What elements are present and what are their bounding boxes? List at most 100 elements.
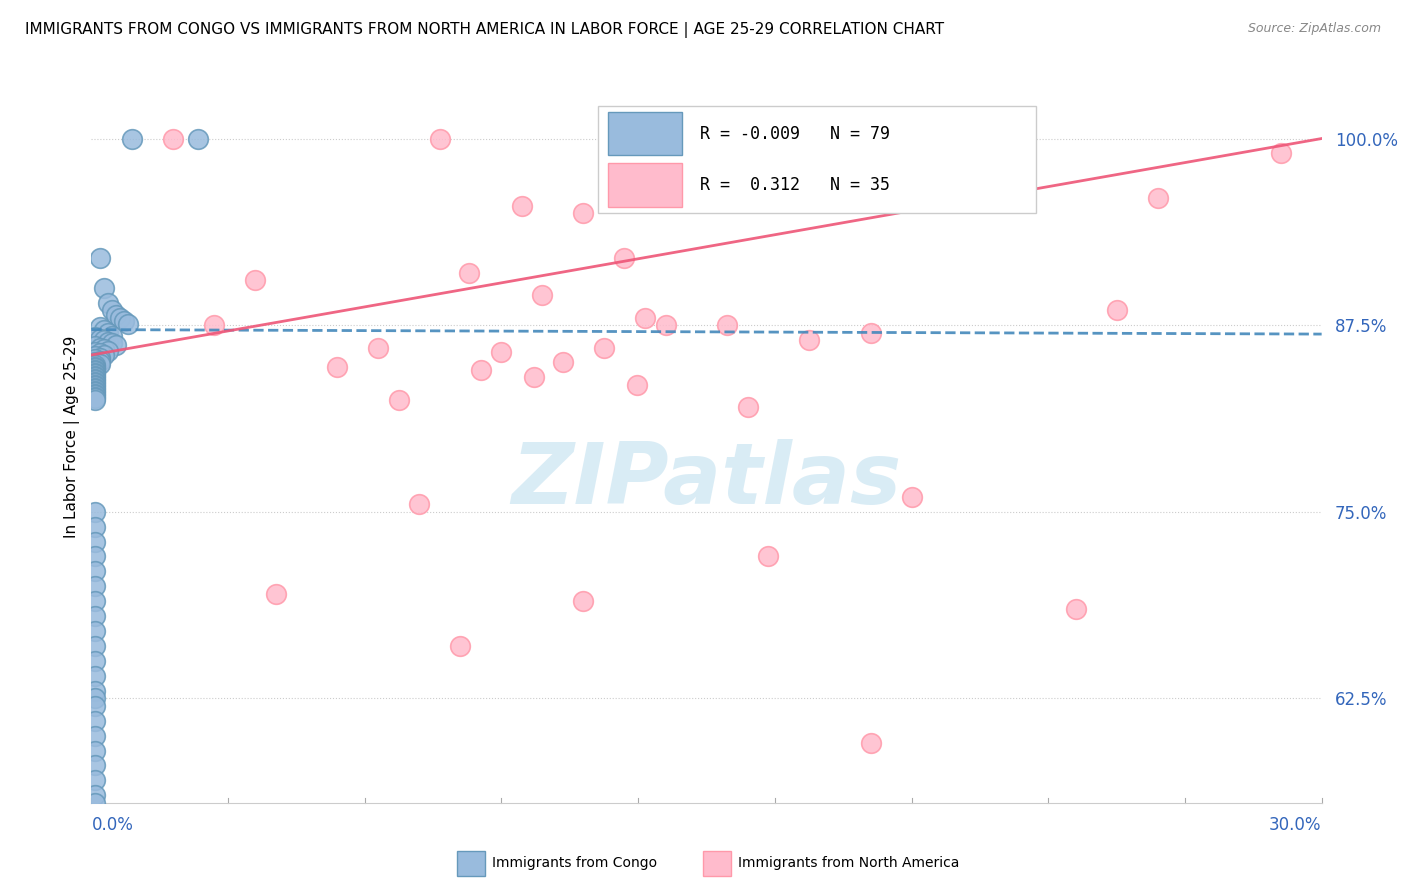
Y-axis label: In Labor Force | Age 25-29: In Labor Force | Age 25-29: [65, 336, 80, 538]
Point: [202, 318, 225, 332]
Point: [84, 388, 107, 402]
Point: [84, 683, 107, 698]
Point: [84, 639, 107, 653]
Point: [84, 368, 107, 382]
Text: 0.0%: 0.0%: [91, 816, 134, 834]
Point: [797, 333, 820, 347]
Point: [93, 348, 115, 362]
Point: [84, 379, 107, 393]
Point: [162, 131, 184, 145]
Point: [84, 384, 107, 398]
Point: [84, 519, 107, 533]
Point: [84, 385, 107, 400]
Point: [93, 342, 115, 356]
Point: [593, 341, 616, 355]
FancyBboxPatch shape: [607, 162, 682, 207]
Point: [121, 131, 143, 145]
Point: [84, 364, 107, 378]
Point: [84, 373, 107, 387]
Point: [326, 359, 349, 374]
Point: [93, 333, 115, 347]
Point: [572, 206, 595, 220]
Point: [1146, 191, 1168, 205]
Point: [470, 363, 492, 377]
Point: [531, 288, 554, 302]
FancyBboxPatch shape: [599, 106, 1036, 212]
Point: [84, 773, 107, 788]
Point: [491, 345, 513, 359]
Point: [551, 355, 574, 369]
Point: [449, 639, 471, 653]
Point: [84, 363, 107, 377]
Point: [457, 266, 479, 280]
Point: [117, 317, 139, 331]
Point: [613, 251, 636, 265]
Point: [97, 334, 120, 349]
Point: [626, 377, 648, 392]
Point: [523, 370, 546, 384]
Point: [388, 392, 411, 407]
Text: R =  0.312   N = 35: R = 0.312 N = 35: [700, 176, 890, 194]
Point: [756, 549, 779, 564]
Point: [84, 366, 107, 380]
Point: [1105, 303, 1128, 318]
Text: Immigrants from North America: Immigrants from North America: [738, 856, 959, 871]
Point: [408, 497, 430, 511]
Point: [105, 337, 127, 351]
Point: [89, 346, 111, 360]
Point: [84, 381, 107, 395]
Point: [429, 131, 451, 145]
Text: Source: ZipAtlas.com: Source: ZipAtlas.com: [1247, 22, 1381, 36]
Point: [89, 354, 111, 368]
Point: [89, 332, 111, 346]
Point: [84, 375, 107, 389]
Point: [84, 654, 107, 668]
Point: [900, 490, 922, 504]
Point: [84, 392, 107, 407]
Text: ZIPatlas: ZIPatlas: [512, 440, 901, 523]
Point: [84, 609, 107, 624]
Point: [84, 359, 107, 374]
Point: [84, 534, 107, 549]
Point: [112, 313, 135, 327]
Point: [84, 386, 107, 401]
Point: [84, 789, 107, 803]
Point: [108, 310, 131, 325]
Point: [89, 357, 111, 371]
Point: [1270, 146, 1292, 161]
Point: [97, 326, 120, 340]
Point: [84, 669, 107, 683]
Point: [84, 390, 107, 404]
Point: [84, 698, 107, 713]
Point: [101, 336, 124, 351]
Point: [89, 319, 111, 334]
Point: [367, 341, 389, 355]
Point: [84, 714, 107, 728]
Point: [264, 587, 287, 601]
Point: [84, 796, 107, 810]
Point: [89, 251, 111, 265]
Point: [84, 372, 107, 386]
Point: [93, 323, 115, 337]
Point: [859, 326, 882, 340]
Point: [187, 131, 209, 145]
Point: [84, 345, 107, 359]
FancyBboxPatch shape: [607, 112, 682, 155]
Text: Immigrants from Congo: Immigrants from Congo: [492, 856, 657, 871]
Point: [89, 351, 111, 365]
Point: [572, 594, 595, 608]
Point: [97, 295, 120, 310]
Point: [105, 308, 127, 322]
Point: [84, 359, 107, 373]
Point: [84, 370, 107, 384]
Point: [84, 339, 107, 353]
Point: [84, 549, 107, 564]
Point: [84, 352, 107, 367]
Point: [245, 273, 267, 287]
Point: [84, 376, 107, 391]
Point: [84, 743, 107, 757]
Point: [654, 318, 676, 332]
Point: [84, 594, 107, 608]
Point: [84, 368, 107, 383]
Point: [84, 505, 107, 519]
